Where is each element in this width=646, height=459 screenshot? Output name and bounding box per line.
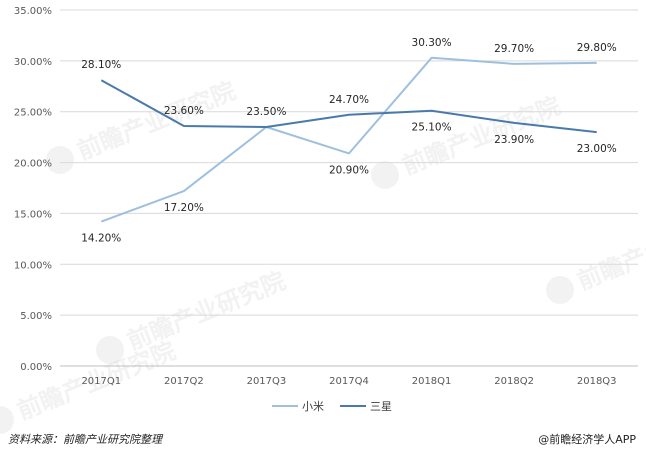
x-tick-label: 2017Q3 xyxy=(247,376,287,387)
watermark-stamp: 前瞻产业研究院 xyxy=(96,267,290,364)
watermark-logo xyxy=(546,276,574,304)
data-label: 24.70% xyxy=(329,94,369,106)
legend-item: 三星 xyxy=(340,400,392,413)
series-line xyxy=(100,56,597,223)
watermark-logo xyxy=(0,406,15,434)
data-label: 23.50% xyxy=(246,106,286,118)
gridlines xyxy=(60,9,638,367)
data-label: 17.20% xyxy=(164,202,204,214)
data-label: 14.20% xyxy=(81,233,121,245)
legend-label: 小米 xyxy=(302,400,324,413)
y-tick-label: 20.00% xyxy=(14,159,52,170)
brand-credit: @前瞻经济学人APP xyxy=(538,433,636,446)
x-axis: 2017Q1 2017Q2 2017Q3 2017Q4 2018Q1 2018Q2 2018… xyxy=(81,376,616,387)
x-tick-label: 2017Q1 xyxy=(81,376,121,387)
data-label: 23.90% xyxy=(494,134,534,146)
watermark-text: 前瞻产业研究院 xyxy=(573,207,646,296)
y-axis: 0.00% 5.00% 10.00% 15.00% 20.00% 25.00% 30.00%… xyxy=(14,6,52,373)
watermark-logo xyxy=(371,161,399,189)
watermark-text: 前瞻产业研究院 xyxy=(398,92,564,181)
watermark-text: 前瞻产业研究院 xyxy=(73,77,239,166)
data-labels: 14.20% 28.10% 17.20% 23.60% 23.50% 20.90% 24.7… xyxy=(81,37,616,245)
data-label: 29.80% xyxy=(577,42,617,54)
y-tick-label: 5.00% xyxy=(20,311,52,322)
watermark-stamp: 前瞻产业研究院 xyxy=(546,207,646,304)
x-tick-label: 2018Q2 xyxy=(494,376,534,387)
legend-label: 三星 xyxy=(370,400,392,413)
x-tick-label: 2018Q3 xyxy=(577,376,617,387)
data-label: 25.10% xyxy=(412,122,452,134)
y-tick-label: 25.00% xyxy=(14,108,52,119)
y-tick-label: 30.00% xyxy=(14,57,52,68)
data-label: 23.00% xyxy=(577,143,617,155)
data-label: 30.30% xyxy=(412,37,452,49)
watermark-logo xyxy=(96,336,124,364)
legend: 小米 三星 xyxy=(272,400,392,413)
legend-item: 小米 xyxy=(272,400,324,413)
x-tick-label: 2017Q2 xyxy=(164,376,204,387)
x-tick-label: 2017Q4 xyxy=(329,376,369,387)
watermark-stamp: 前瞻产业研究院 xyxy=(371,92,565,189)
series-lines xyxy=(100,56,597,223)
x-tick-label: 2018Q1 xyxy=(412,376,452,387)
watermark-logo xyxy=(46,146,74,174)
data-label: 29.70% xyxy=(494,43,534,55)
watermark-stamp: 前瞻产业研究院 xyxy=(0,337,180,434)
y-tick-label: 10.00% xyxy=(14,260,52,271)
data-label: 28.10% xyxy=(81,59,121,71)
data-label: 23.60% xyxy=(164,105,204,117)
y-tick-label: 35.00% xyxy=(14,6,52,17)
data-label: 20.90% xyxy=(329,164,369,176)
series-line xyxy=(100,79,597,134)
watermark-text: 前瞻产业研究院 xyxy=(123,267,289,356)
y-tick-label: 15.00% xyxy=(14,209,52,220)
source-note: 资料来源：前瞻产业研究院整理 xyxy=(8,433,162,446)
y-tick-label: 0.00% xyxy=(20,362,52,373)
